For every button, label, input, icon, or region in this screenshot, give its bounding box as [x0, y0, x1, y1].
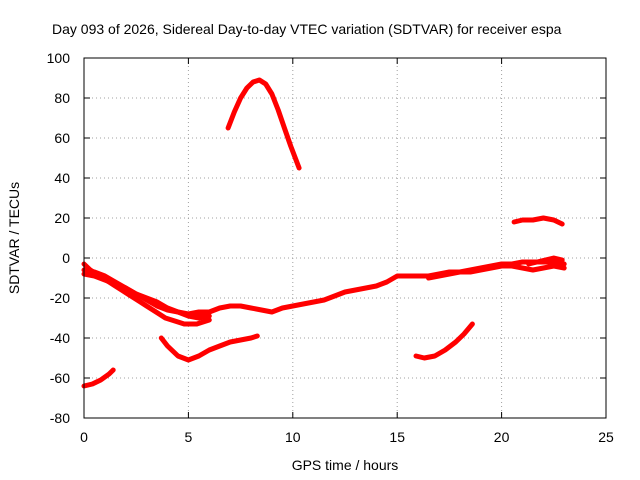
x-tick-label: 10	[285, 429, 301, 445]
x-tick-label: 20	[494, 429, 510, 445]
series-arc-main	[185, 259, 567, 317]
chart-title: Day 093 of 2026, Sidereal Day-to-day VTE…	[52, 21, 562, 37]
series-arc-end	[526, 255, 565, 267]
series-layer	[81, 77, 567, 389]
x-tick-label: 25	[598, 429, 614, 445]
y-tick-label: 0	[62, 250, 70, 266]
y-tick-label: 100	[47, 50, 71, 66]
series-arc-c	[81, 267, 212, 321]
y-tick-label: 80	[54, 90, 70, 106]
y-tick-label: 20	[54, 210, 70, 226]
x-axis-label: GPS time / hours	[292, 457, 399, 473]
y-tick-label: -60	[50, 370, 70, 386]
grid-layer	[84, 58, 606, 418]
x-tick-label: 5	[185, 429, 193, 445]
x-tick-label: 0	[80, 429, 88, 445]
x-tick-label: 15	[389, 429, 405, 445]
series-arc-high	[511, 215, 565, 227]
series-arc-low	[158, 333, 260, 363]
tick-layer	[83, 57, 607, 419]
series-arc-noise	[426, 263, 567, 281]
plot-frame	[83, 57, 607, 419]
y-tick-label: -40	[50, 330, 70, 346]
y-tick-label: -20	[50, 290, 70, 306]
series-arc-peak	[225, 77, 302, 171]
y-tick-label: -80	[50, 410, 70, 426]
series-arc-dip	[413, 321, 475, 361]
y-tick-label: 40	[54, 170, 70, 186]
y-tick-label: 60	[54, 130, 70, 146]
series-arc-left	[81, 367, 116, 389]
y-axis-label: SDTVAR / TECUs	[6, 182, 22, 294]
label-layer: 0 5 10 15 20 25 -80 -60 -40 -20 0 20 40 60 80 100	[47, 50, 614, 445]
